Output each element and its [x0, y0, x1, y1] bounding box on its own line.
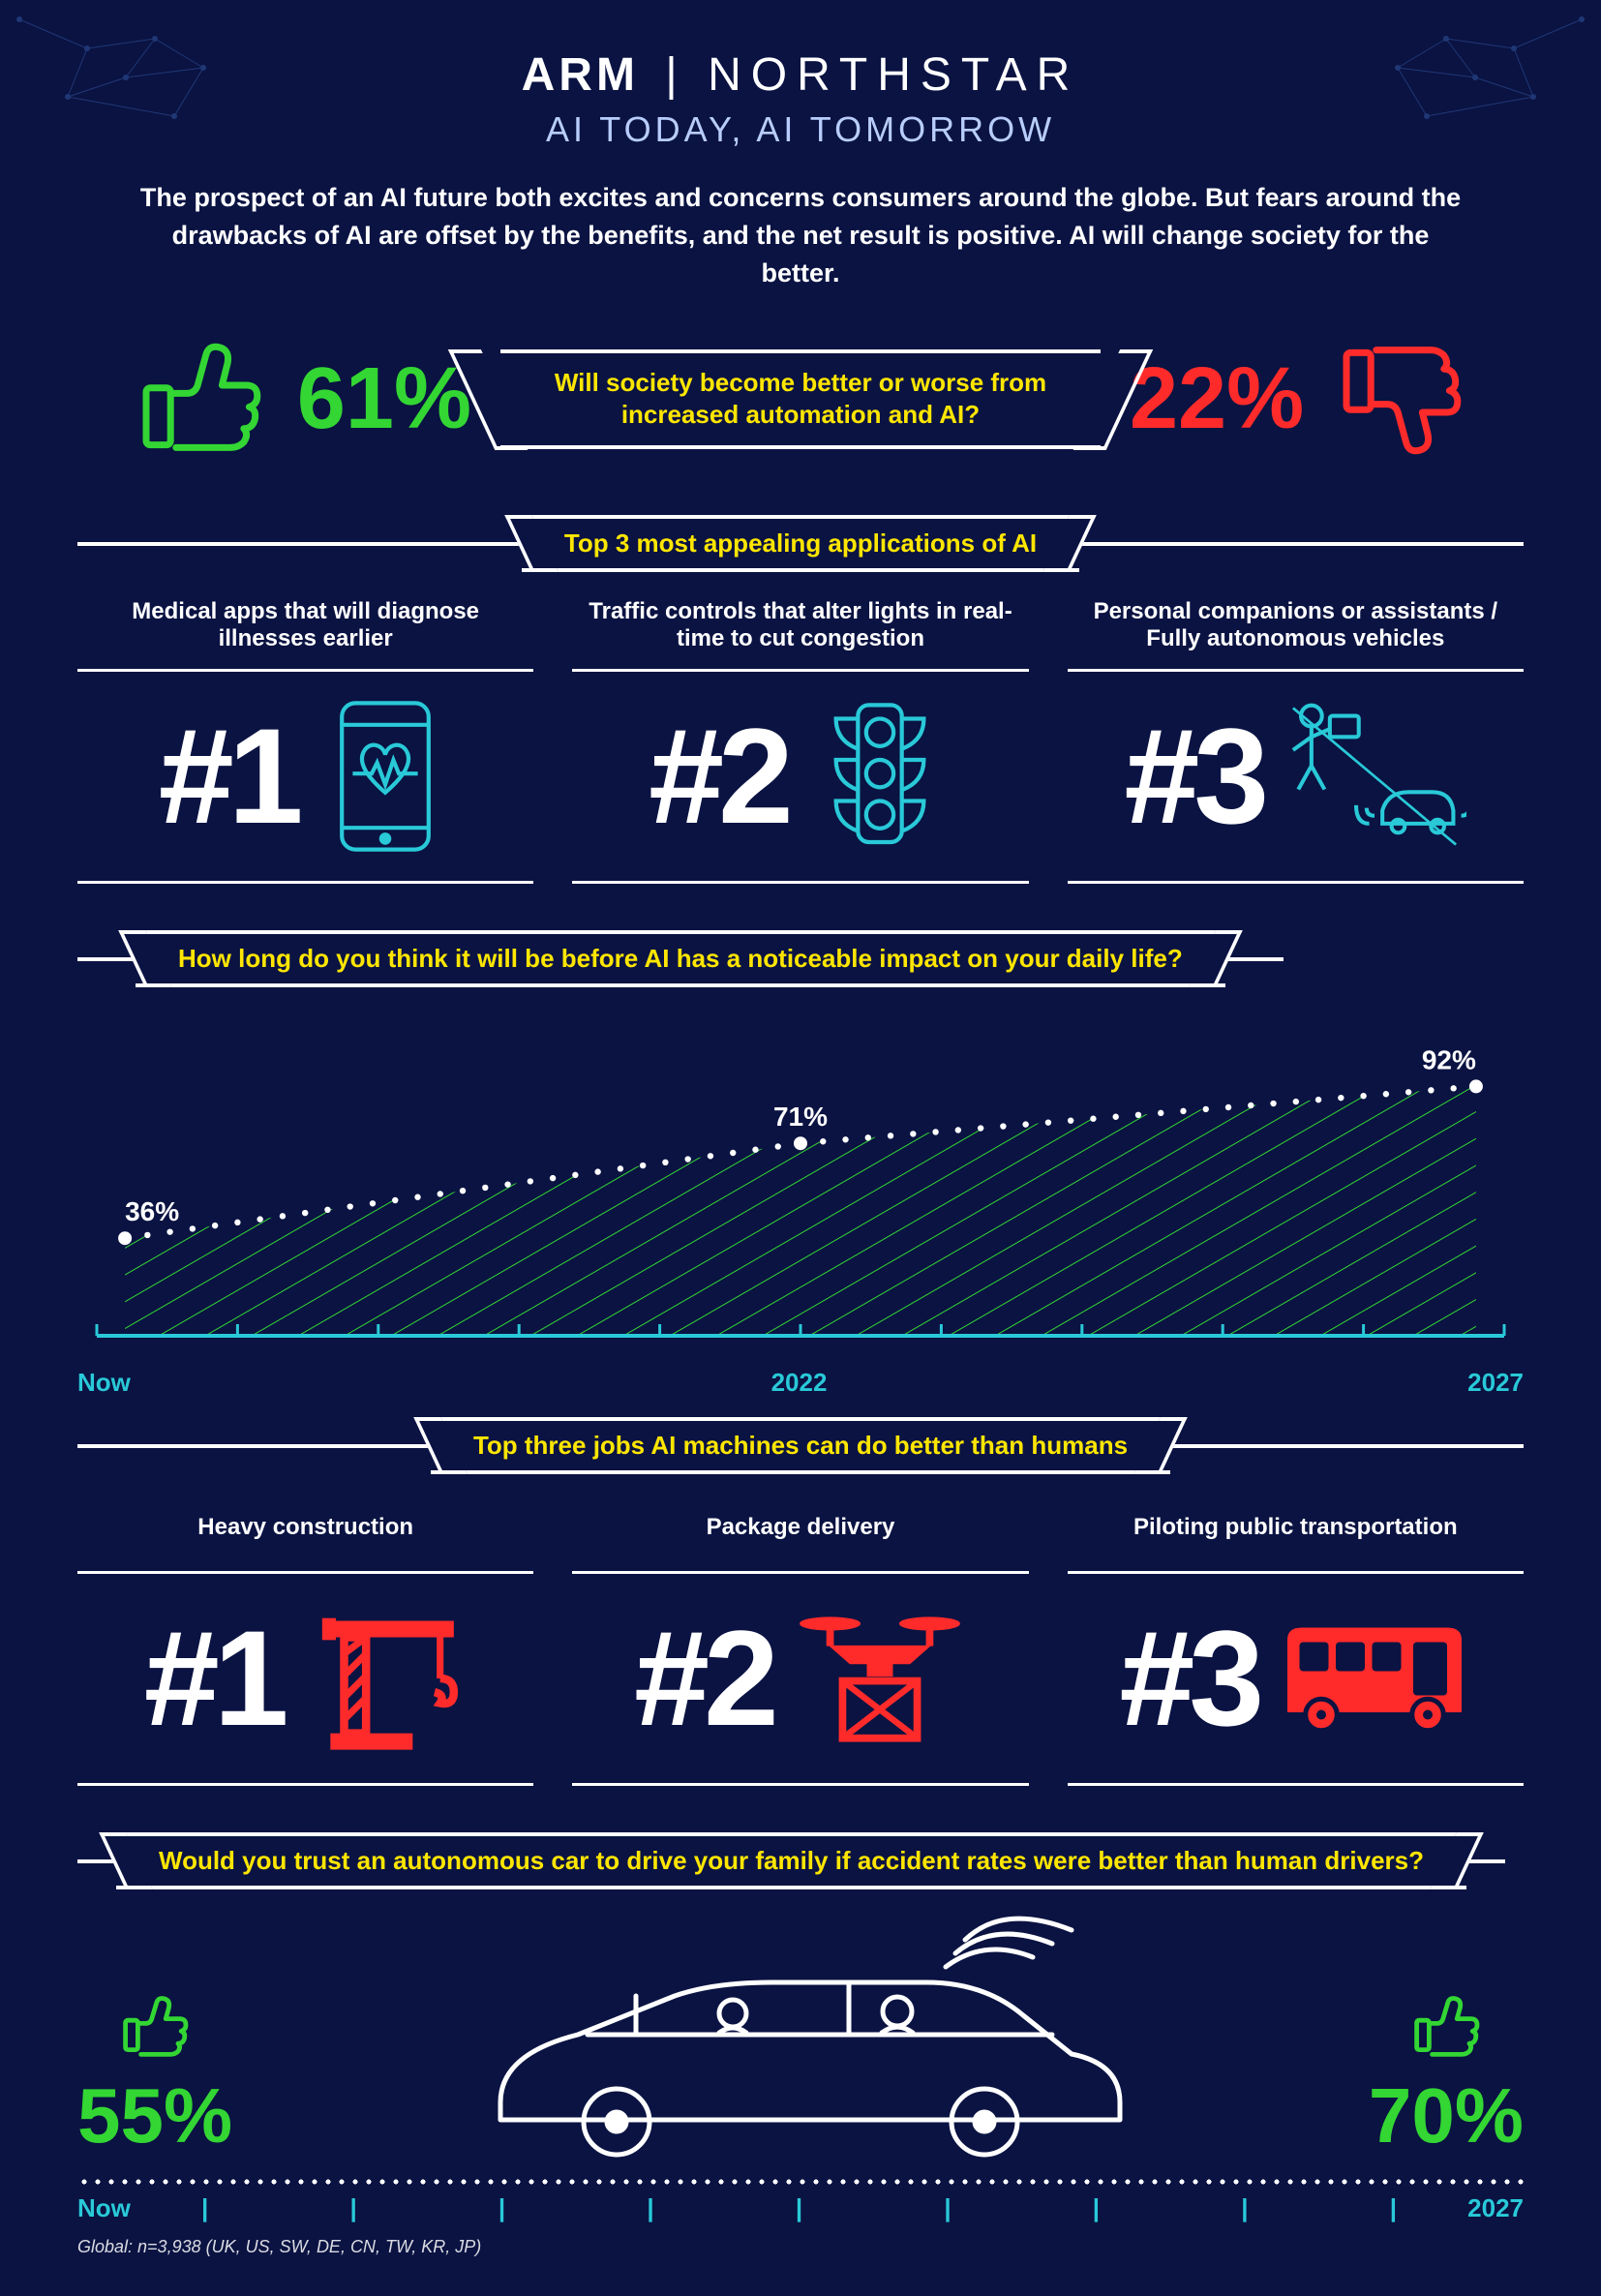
trust-future-pct: 70% — [1369, 2071, 1524, 2160]
brand-right: NORTHSTAR — [708, 49, 1079, 101]
appealing-heading: Top 3 most appealing applications of AI — [522, 515, 1079, 572]
appealing-card-2: Traffic controls that alter lights in re… — [572, 591, 1028, 901]
thumb-up-small-now-icon — [116, 1986, 194, 2064]
brand-logo: ARM | NORTHSTAR — [77, 48, 1524, 102]
impact-line-chart: 36% 71% 92% — [77, 1007, 1524, 1355]
traffic-light-icon — [807, 694, 952, 859]
trust-row: 55% 70% — [77, 1909, 1524, 2160]
thumb-down-icon — [1333, 331, 1468, 467]
appealing-card-1: Medical apps that will diagnose illnesse… — [77, 591, 533, 901]
impact-chart: 36% 71% 92% Now 2022 2027 — [77, 1007, 1524, 1398]
trust-axis-start: Now — [77, 2193, 131, 2223]
crane-icon — [303, 1596, 468, 1761]
page-root: ARM | NORTHSTAR AI TODAY, AI TOMORROW Th… — [0, 0, 1601, 2296]
appealing-rank-1: #1 — [159, 698, 298, 855]
brand-left: ARM — [522, 49, 639, 101]
intro-text: The prospect of an AI future both excite… — [136, 179, 1465, 292]
impact-axis-start: Now — [77, 1368, 131, 1398]
jobs-rank-2: #2 — [634, 1600, 773, 1757]
appealing-label-1: Medical apps that will diagnose illnesse… — [77, 591, 533, 659]
drone-package-icon — [793, 1596, 967, 1761]
bus-icon — [1278, 1606, 1471, 1751]
jobs-label-3: Piloting public transportation — [1068, 1494, 1524, 1561]
page-subtitle: AI TODAY, AI TOMORROW — [77, 109, 1524, 150]
appealing-card-3: Personal companions or assistants / Full… — [1068, 591, 1524, 901]
svg-text:92%: 92% — [1422, 1045, 1476, 1075]
trust-heading-wrap: Would you trust an autonomous car to dri… — [77, 1832, 1524, 1889]
trust-now-pct: 55% — [77, 2071, 232, 2160]
jobs-card-1: Heavy construction #1 — [77, 1494, 533, 1803]
decor-network-left — [10, 10, 261, 165]
thumb-up-icon — [133, 331, 268, 467]
jobs-rank-1: #1 — [144, 1600, 284, 1757]
appealing-label-2: Traffic controls that alter lights in re… — [572, 591, 1028, 659]
appealing-rank-3: #3 — [1124, 698, 1263, 855]
thumb-up-small-future-icon — [1407, 1986, 1485, 2064]
autonomous-car-icon — [442, 1909, 1159, 2160]
assistant-car-icon — [1283, 694, 1466, 859]
impact-heading: How long do you think it will be before … — [136, 930, 1225, 987]
svg-text:36%: 36% — [125, 1197, 179, 1227]
jobs-rank-3: #3 — [1119, 1600, 1258, 1757]
jobs-card-3: Piloting public transportation #3 — [1068, 1494, 1524, 1803]
jobs-label-2: Package delivery — [572, 1494, 1028, 1561]
appealing-rank-2: #2 — [649, 698, 788, 855]
bw-question: Will society become better or worse from… — [500, 349, 1101, 450]
decor-network-right — [1340, 10, 1591, 165]
impact-axis-mid: 2022 — [131, 1368, 1467, 1398]
impact-axis: Now 2022 2027 — [77, 1368, 1524, 1398]
jobs-card-2: Package delivery #2 — [572, 1494, 1028, 1803]
trust-now-side: 55% — [77, 1986, 232, 2160]
trust-dotted-line — [77, 2178, 1524, 2186]
better-percent: 61% — [297, 349, 471, 449]
footer-note: Global: n=3,938 (UK, US, SW, DE, CN, TW,… — [77, 2237, 1524, 2257]
brand-sep: | — [665, 49, 680, 101]
impact-heading-wrap: How long do you think it will be before … — [77, 930, 1524, 987]
worse-percent: 22% — [1130, 349, 1304, 449]
jobs-label-1: Heavy construction — [77, 1494, 533, 1561]
trust-axis-end: 2027 — [1467, 2193, 1524, 2223]
impact-axis-end: 2027 — [1467, 1368, 1524, 1398]
header: ARM | NORTHSTAR AI TODAY, AI TOMORROW — [77, 48, 1524, 150]
phone-heart-icon — [317, 694, 453, 859]
jobs-heading: Top three jobs AI machines can do better… — [431, 1417, 1170, 1474]
appealing-cards: Medical apps that will diagnose illnesse… — [77, 591, 1524, 901]
trust-axis: Now ||||||||| 2027 — [77, 2193, 1524, 2223]
better-worse-row: 61% Will society become better or worse … — [77, 331, 1524, 467]
svg-text:71%: 71% — [773, 1103, 828, 1133]
appealing-label-3: Personal companions or assistants / Full… — [1068, 591, 1524, 659]
jobs-cards: Heavy construction #1 — [77, 1494, 1524, 1803]
trust-heading: Would you trust an autonomous car to dri… — [116, 1832, 1466, 1889]
trust-future-side: 70% — [1369, 1986, 1524, 2160]
trust-axis-ticks: ||||||||| — [131, 2193, 1467, 2223]
appealing-heading-wrap: Top 3 most appealing applications of AI — [77, 515, 1524, 572]
jobs-heading-wrap: Top three jobs AI machines can do better… — [77, 1417, 1524, 1474]
